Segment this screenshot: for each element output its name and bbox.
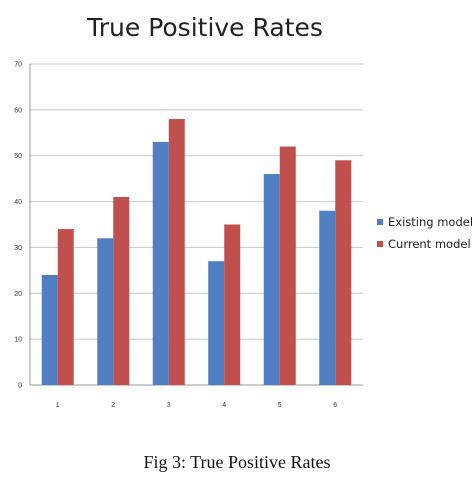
bar-existing-4 xyxy=(208,261,225,385)
x-tick-label: 5 xyxy=(278,402,282,409)
x-tick-label: 3 xyxy=(167,402,171,409)
y-tick-label: 70 xyxy=(14,62,22,69)
x-axis-ticks: 1 2 3 4 5 6 xyxy=(56,402,338,409)
x-tick-label: 4 xyxy=(222,402,226,409)
legend-swatch xyxy=(377,219,383,225)
legend-swatch xyxy=(377,241,383,247)
bars xyxy=(41,119,352,386)
legend-label: Current model xyxy=(388,237,471,251)
x-tick-label: 2 xyxy=(111,402,115,409)
bar-current-6 xyxy=(335,160,352,385)
bar-current-5 xyxy=(279,146,296,385)
y-axis-ticks: 0 10 20 30 40 50 60 70 xyxy=(14,62,22,390)
y-tick-label: 20 xyxy=(14,291,22,298)
bar-current-2 xyxy=(113,196,130,385)
bar-existing-5 xyxy=(263,174,280,385)
x-tick-label: 6 xyxy=(333,402,337,409)
gridlines xyxy=(29,63,363,386)
bar-existing-2 xyxy=(97,238,114,385)
y-tick-label: 40 xyxy=(14,199,22,206)
y-tick-label: 10 xyxy=(14,337,22,344)
y-tick-label: 30 xyxy=(14,245,22,252)
bar-current-4 xyxy=(224,224,241,385)
chart-title: True Positive Rates xyxy=(86,13,323,42)
bar-current-1 xyxy=(57,229,74,385)
bar-current-3 xyxy=(168,119,185,386)
y-tick-label: 50 xyxy=(14,153,22,160)
figure-caption: Fig 3: True Positive Rates xyxy=(143,452,331,472)
bar-existing-1 xyxy=(41,274,58,385)
y-tick-label: 60 xyxy=(14,107,22,114)
legend-label: Existing model xyxy=(388,215,473,229)
y-tick-label: 0 xyxy=(18,383,22,390)
legend: Existing model Current model xyxy=(377,215,473,251)
bar-existing-3 xyxy=(152,141,169,385)
bar-chart: True Positive Rates 0 10 20 30 40 50 60 70 1 2 3 4… xyxy=(14,13,473,409)
x-tick-label: 1 xyxy=(56,402,60,409)
bar-existing-6 xyxy=(319,210,336,385)
